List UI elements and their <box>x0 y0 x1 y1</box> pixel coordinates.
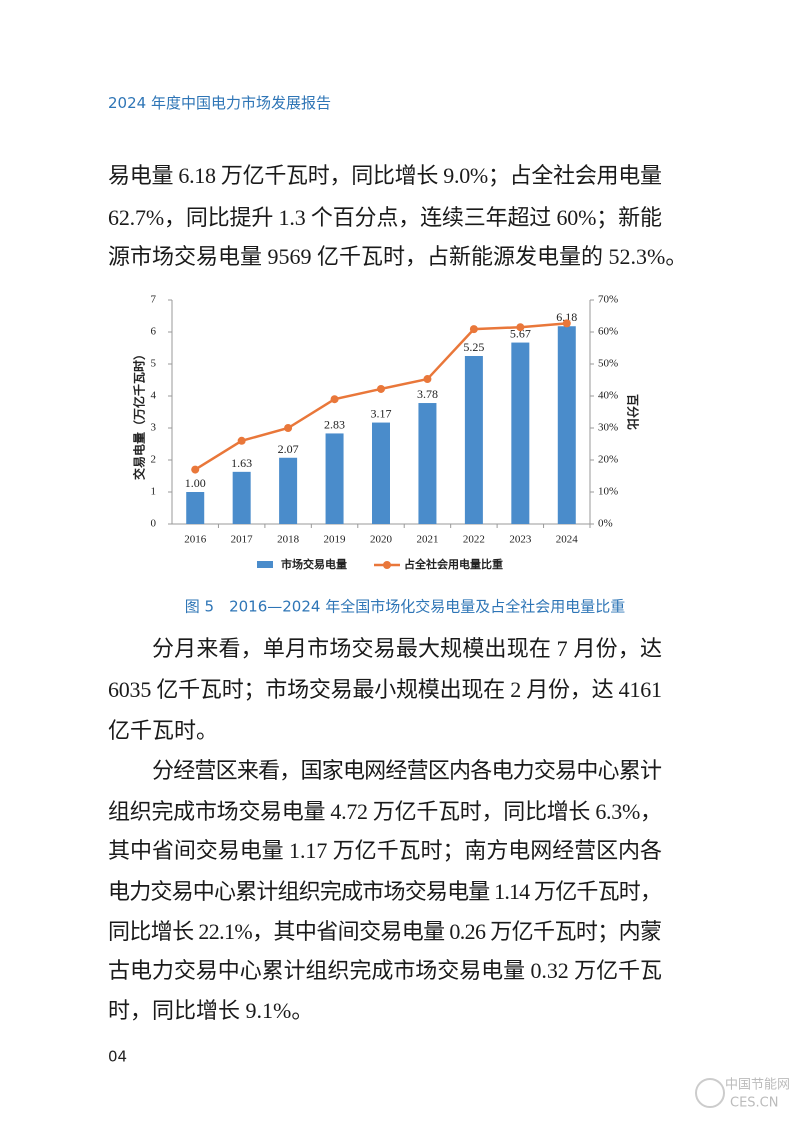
paragraph-line: 分经营区来看，国家电网经营区内各电力交易中心累计 <box>152 758 662 783</box>
x-tick-label: 2018 <box>277 534 300 546</box>
bar <box>557 326 576 524</box>
bar-value-label: 5.25 <box>463 340 484 354</box>
y-tick-label: 5 <box>151 358 157 370</box>
legend-swatch <box>383 561 391 569</box>
line-point <box>191 465 200 474</box>
y2-tick-label: 60% <box>598 326 618 338</box>
bar-value-label: 2.07 <box>278 442 299 456</box>
y2-tick-label: 0% <box>598 518 613 530</box>
watermark-logo <box>695 1078 725 1108</box>
bar <box>511 342 530 524</box>
paragraph-line: 源市场交易电量 9569 亿千瓦时，占新能源发电量的 52.3%。 <box>108 244 687 269</box>
bar-value-label: 5.67 <box>510 327 531 341</box>
header-title: 2024 年度中国电力市场发展报告 <box>108 94 331 112</box>
bar <box>279 457 298 524</box>
figure-caption: 图 5 2016—2024 年全国市场化交易电量及占全社会用电量比重 <box>185 598 625 616</box>
bar <box>232 471 251 524</box>
y-tick-label: 2 <box>151 454 157 466</box>
x-tick-label: 2016 <box>184 534 207 546</box>
paragraph-line: 易电量 6.18 万亿千瓦时，同比增长 9.0%；占全社会用电量 <box>108 163 662 188</box>
bar-value-label: 6.18 <box>556 310 577 324</box>
y2-axis-title: 百分比 <box>626 394 641 430</box>
line-point <box>562 319 571 328</box>
paragraph-line: 62.7%，同比提升 1.3 个百分点，连续三年超过 60%；新能 <box>108 205 662 230</box>
line-point <box>237 436 246 445</box>
x-tick-label: 2021 <box>416 534 438 546</box>
line-point <box>469 325 478 334</box>
paragraph-line: 时，同比增长 9.1%。 <box>108 998 313 1023</box>
paragraph-line: 亿千瓦时。 <box>108 718 218 743</box>
x-tick-label: 2022 <box>463 534 485 546</box>
bar <box>372 422 390 524</box>
bar <box>186 492 205 524</box>
legend-label: 市场交易电量 <box>281 557 347 571</box>
y-tick-label: 6 <box>151 326 157 338</box>
y-tick-label: 4 <box>151 390 157 402</box>
legend-label: 占全社会用电量比重 <box>404 557 503 571</box>
paragraph-line: 分月来看，单月市场交易最大规模出现在 7 月份，达 <box>152 636 662 661</box>
paragraph-line: 古电力交易中心累计组织完成市场交易电量 0.32 万亿千瓦 <box>108 958 662 983</box>
line-point <box>284 424 293 432</box>
y2-tick-label: 10% <box>598 486 618 498</box>
bar-value-label: 3.78 <box>417 387 438 401</box>
line-point <box>516 323 525 332</box>
line-point <box>423 375 432 384</box>
x-tick-label: 2023 <box>509 534 532 546</box>
watermark-url: CES.CN <box>730 1096 778 1111</box>
y2-tick-label: 40% <box>598 390 618 402</box>
legend-swatch <box>257 561 273 568</box>
bar-value-label: 2.83 <box>324 417 345 431</box>
bar <box>418 403 437 524</box>
y2-tick-label: 30% <box>598 422 618 434</box>
y-tick-label: 3 <box>151 422 157 434</box>
paragraph-line: 同比增长 22.1%，其中省间交易电量 0.26 万亿千瓦时；内蒙 <box>108 919 662 944</box>
y-axis-title: 交易电量（万亿千瓦时） <box>132 348 147 480</box>
bar <box>464 356 483 524</box>
bar-value-label: 1.63 <box>231 456 252 470</box>
y-tick-label: 1 <box>151 486 157 498</box>
bar-value-label: 1.00 <box>185 476 206 490</box>
y-tick-label: 0 <box>151 518 157 530</box>
page-number: 04 <box>108 1048 127 1066</box>
y2-tick-label: 70% <box>598 294 618 306</box>
bar-value-label: 3.17 <box>371 407 392 421</box>
x-tick-label: 2017 <box>231 534 254 546</box>
y2-tick-label: 50% <box>598 358 618 370</box>
y2-tick-label: 20% <box>598 454 618 466</box>
watermark-name: 中国节能网 <box>725 1078 790 1093</box>
x-tick-label: 2020 <box>370 534 393 546</box>
paragraph-line: 电力交易中心累计组织完成市场交易电量 1.14 万亿千瓦时， <box>108 879 662 904</box>
paragraph-line: 其中省间交易电量 1.17 万亿千瓦时；南方电网经营区内各 <box>108 838 662 863</box>
bar <box>325 433 344 524</box>
line-point <box>330 395 339 404</box>
y-tick-label: 7 <box>151 294 157 306</box>
line-point <box>377 384 385 393</box>
paragraph-line: 6035 亿千瓦时；市场交易最小规模出现在 2 月份，达 4161 <box>108 677 662 702</box>
x-tick-label: 2024 <box>556 534 579 546</box>
paragraph-line: 组织完成市场交易电量 4.72 万亿千瓦时，同比增长 6.3%， <box>108 799 662 824</box>
x-tick-label: 2019 <box>324 534 347 546</box>
